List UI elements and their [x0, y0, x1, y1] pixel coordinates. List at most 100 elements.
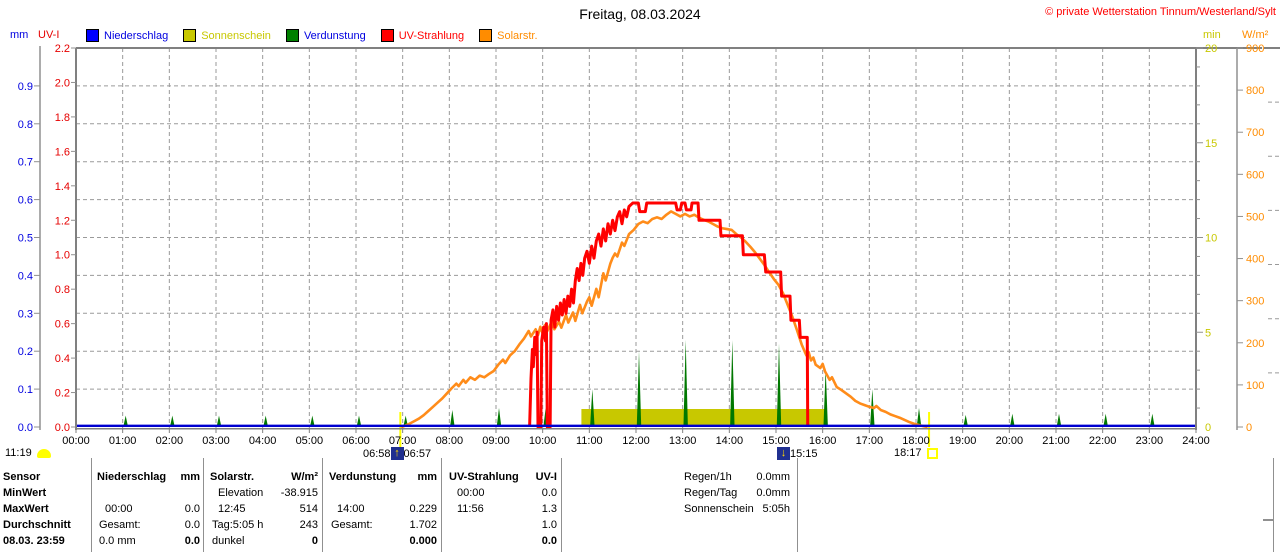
stats-cell-value: 1.3	[541, 503, 557, 515]
stats-cell-label: 00:00	[105, 503, 133, 515]
stats-cell-value: 243	[299, 519, 318, 531]
stats-col-unit: mm	[417, 471, 437, 483]
legend-item-sonnenschein: Sonnenschein	[183, 29, 271, 42]
mm-tick-label: 0.4	[18, 270, 33, 282]
sonnenschein-swatch-icon	[183, 29, 197, 42]
legend-label: Verdunstung	[303, 29, 366, 42]
min-axis-unit: min	[1203, 29, 1221, 41]
mm-tick-label: 0.7	[18, 157, 33, 169]
x-tick-label: 08:00	[436, 435, 464, 447]
legend-label: UV-Strahlung	[398, 29, 465, 42]
x-tick-label: 14:00	[716, 435, 744, 447]
x-tick-label: 17:00	[856, 435, 884, 447]
verdunstung-spike	[496, 408, 502, 426]
verdunstung-swatch-icon	[285, 29, 299, 42]
x-tick-label: 07:00	[389, 435, 417, 447]
stats-row-label: 08.03. 23:59	[3, 535, 65, 547]
stats-extra-label: Regen/1h	[684, 471, 732, 483]
verdunstung-spike	[310, 415, 315, 426]
uvi-tick-label: 2.2	[55, 43, 70, 55]
verdunstung-spike	[263, 415, 268, 426]
wm2-tick-label: 500	[1246, 211, 1264, 223]
x-tick-label: 01:00	[109, 435, 137, 447]
moonset-time: 15:15	[790, 447, 818, 460]
stats-extra-value: 0.0mm	[756, 487, 790, 499]
stats-extra-value: 0.0mm	[756, 471, 790, 483]
uvi-axis-unit: UV-I	[38, 29, 60, 41]
sunset-marker: 18:17	[894, 447, 938, 459]
wm2-tick-label: 300	[1246, 296, 1264, 308]
wm2-tick-label: 0	[1246, 422, 1252, 434]
stats-divider	[1273, 458, 1274, 552]
stats-cell-value: 0	[311, 535, 318, 547]
wm2-tick-label: 700	[1246, 127, 1264, 139]
edge-dash-stub	[1263, 519, 1273, 521]
sunrise-time-left: 06:58	[363, 447, 391, 460]
stats-divider	[322, 458, 323, 552]
stats-extra-value: 5:05h	[762, 503, 790, 515]
verdunstung-spike	[636, 351, 642, 426]
uvi-tick-label: 0.6	[55, 319, 70, 331]
mm-tick-label: 0.0	[18, 422, 33, 434]
stats-cell-value: 0.0	[184, 519, 200, 531]
x-tick-label: 02:00	[156, 435, 184, 447]
verdunstung-spike	[1150, 413, 1155, 426]
verdunstung-spike	[1103, 413, 1108, 426]
verdunstung-spike	[216, 415, 222, 426]
mm-tick-label: 0.6	[18, 195, 33, 207]
x-tick-label: 10:00	[529, 435, 557, 447]
x-tick-label: 23:00	[1136, 435, 1164, 447]
uvi-tick-label: 1.8	[55, 112, 70, 124]
stats-extra-label: Sonnenschein	[684, 503, 754, 515]
stats-cell-label: Tag:5:05 h	[212, 519, 264, 531]
stats-cell-label: dunkel	[212, 535, 245, 547]
stats-cell-value: 0.229	[409, 503, 437, 515]
mm-tick-label: 0.3	[18, 308, 33, 320]
moonrise-marker: 11:19	[5, 447, 51, 459]
x-tick-label: 21:00	[1042, 435, 1070, 447]
stats-row-label: Sensor	[3, 471, 41, 483]
sunrise-icon	[390, 447, 404, 460]
uvi-tick-label: 1.0	[55, 250, 70, 262]
wm2-tick-label: 200	[1246, 338, 1264, 350]
uvi-tick-label: 1.4	[55, 181, 70, 193]
niederschlag-swatch-icon	[86, 29, 99, 42]
stats-divider	[441, 458, 442, 552]
stats-cell-value: 514	[299, 503, 318, 515]
x-tick-label: 13:00	[669, 435, 697, 447]
chart-canvas: 0.0 0.1 0.2 0.3 0.4 0.5 0.6 0.7 0.8 0.9 0.0 0.2 0.4 0…	[18, 43, 1280, 447]
stats-cell-value: -38.915	[280, 487, 318, 499]
wm2-tick-label: 600	[1246, 169, 1264, 181]
stats-panel: Sensor MinWert MaxWert Durchschnitt 08.03. 2…	[0, 458, 1280, 552]
min-tick-label: 20	[1205, 43, 1217, 55]
mm-axis-unit: mm	[10, 29, 29, 41]
moonset-marker: 15:15	[777, 447, 818, 460]
x-tick-label: 22:00	[1089, 435, 1117, 447]
mm-tick-label: 0.1	[18, 384, 33, 396]
stats-divider	[561, 458, 562, 552]
verdunstung-spike	[403, 415, 408, 426]
uvi-tick-label: 0.4	[55, 353, 70, 365]
stats-col-header: UV-Strahlung	[449, 471, 519, 483]
legend-item-verdunstung: Verdunstung	[285, 29, 366, 42]
moon-icon	[36, 448, 51, 458]
min-tick-label: 10	[1205, 233, 1217, 245]
x-tick-label: 24:00	[1182, 435, 1210, 447]
mm-tick-label: 0.5	[18, 233, 33, 245]
legend-label: Niederschlag	[104, 29, 169, 42]
x-tick-label: 03:00	[202, 435, 230, 447]
mm-tick-label: 0.2	[18, 346, 33, 358]
stats-cell-value: 0.0	[541, 487, 557, 499]
uv-line	[528, 201, 810, 429]
x-tick-label: 09:00	[482, 435, 510, 447]
stats-cell-label: 0.0 mm	[99, 535, 136, 547]
x-tick-label: 04:00	[249, 435, 277, 447]
x-tick-label: 18:00	[902, 435, 930, 447]
verdunstung-spike	[963, 414, 968, 426]
station-copyright: © private Wetterstation Tinnum/Westerlan…	[1045, 6, 1276, 18]
moonset-icon	[777, 447, 790, 460]
legend-item-solarstr: Solarstr.	[479, 29, 538, 42]
uvi-tick-label: 2.0	[55, 77, 70, 89]
stats-cell-label: Gesamt:	[99, 519, 141, 531]
